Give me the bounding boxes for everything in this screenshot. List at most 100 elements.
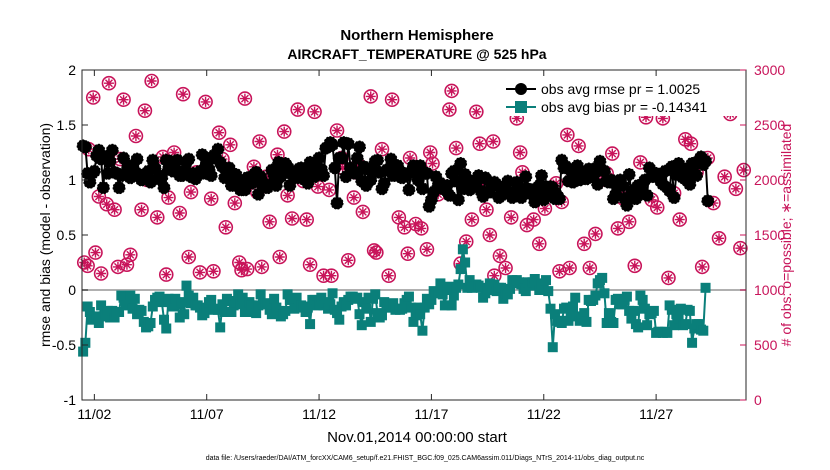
y-axis-left-label: rmse and bias (model - observation) [37, 123, 53, 347]
bias-point [408, 316, 419, 327]
obs-possible-point [414, 221, 429, 236]
legend: obs avg rmse pr = 1.0025 obs avg bias pr… [500, 78, 744, 116]
bias-point [628, 305, 639, 316]
bias-point [698, 325, 709, 336]
x-tick-label: 11/27 [639, 406, 673, 422]
obs-assimilated-point [136, 204, 147, 215]
obs-possible-point [355, 204, 371, 220]
obs-assimilated-point [264, 216, 275, 227]
bias-point [334, 314, 345, 325]
bias-point [581, 316, 592, 327]
y-left-tick-label: -1 [64, 392, 77, 408]
chart-subtitle: AIRCRAFT_TEMPERATURE @ 525 hPa [287, 46, 546, 62]
bias-point [188, 292, 199, 303]
y-left-tick-label: 0.5 [57, 227, 77, 243]
bias-point [662, 327, 673, 338]
obs-assimilated-point [573, 140, 584, 151]
obs-assimilated-point [629, 260, 640, 271]
rmse-point [211, 142, 225, 156]
obs-possible-point [531, 236, 547, 252]
bias-point [181, 280, 192, 291]
bias-point [565, 307, 576, 317]
bias-point [266, 309, 277, 320]
bias-point [597, 272, 608, 283]
obs-possible-point [262, 214, 277, 230]
bias-point [282, 289, 293, 300]
obs-assimilated-point [183, 252, 194, 262]
obs-possible-point [479, 202, 494, 217]
obs-possible-point [206, 263, 221, 279]
bias-point [271, 302, 282, 313]
obs-possible-point [503, 210, 519, 225]
x-axis-ticks: 11/02 11/07 11/12 11/17 11/22 11/27 [77, 70, 673, 422]
obs-possible-point [181, 249, 197, 265]
bias-point [567, 301, 578, 312]
rmse-point [535, 169, 549, 183]
obs-possible-point [172, 205, 188, 221]
legend-bias-marker [515, 101, 527, 113]
obs-assimilated-point [697, 261, 708, 272]
obs-assimilated-point [399, 222, 410, 233]
obs-possible-point [649, 200, 665, 215]
bias-point [370, 289, 381, 300]
bias-point [570, 292, 581, 303]
obs-possible-point [605, 146, 620, 161]
obs-assimilated-point [256, 261, 267, 272]
obs-assimilated-point [488, 136, 499, 147]
y-left-tick-label: 1.5 [57, 117, 77, 133]
obs-possible-point [329, 123, 345, 138]
obs-possible-point [448, 140, 464, 156]
bias-point [475, 282, 486, 293]
y-axis-right-ticks: 0 500 1000 1500 2000 2500 3000 [740, 62, 785, 408]
obs-assimilated-point [444, 104, 455, 115]
bias-point [621, 291, 632, 302]
obs-possible-point [272, 249, 288, 265]
obs-assimilated-point [242, 264, 253, 275]
obs-assimilated-point [287, 213, 298, 224]
obs-assimilated-point [312, 181, 323, 192]
x-tick-label: 11/02 [77, 406, 111, 422]
bias-point [415, 309, 426, 320]
obs-assimilated-point [371, 247, 382, 258]
rmse-point [87, 164, 101, 178]
obs-assimilated-point [735, 243, 746, 254]
bias-point [154, 291, 165, 302]
bias-point [291, 292, 302, 303]
bias-point [543, 286, 554, 297]
obs-assimilated-point [376, 144, 387, 155]
obs-possible-point [419, 242, 435, 257]
obs-possible-point [223, 137, 238, 153]
rmse-point [620, 198, 634, 212]
obs-possible-point [218, 220, 234, 235]
obs-assimilated-point [112, 261, 123, 272]
obs-assimilated-point [82, 260, 93, 271]
bias-point [444, 281, 455, 292]
y-right-tick-label: 2500 [754, 117, 785, 133]
bias-point [693, 319, 704, 330]
obs-assimilated-point [101, 199, 112, 210]
obs-possible-point [158, 267, 174, 282]
obs-assimilated-point [427, 158, 438, 169]
bias-point [96, 300, 107, 311]
obs-assimilated-point [425, 147, 436, 158]
obs-assimilated-point [489, 270, 500, 281]
bias-point [302, 302, 313, 313]
obs-assimilated-point [461, 236, 472, 247]
rmse-point [78, 140, 92, 154]
obs-assimilated-point [254, 136, 265, 147]
legend-rmse-marker [515, 83, 527, 95]
obs-assimilated-point [274, 252, 285, 262]
obs-assimilated-point [194, 267, 205, 278]
rmse-point [402, 183, 416, 197]
obs-assimilated-point [730, 183, 741, 194]
legend-rmse-label: obs avg rmse pr = 1.0025 [541, 81, 700, 97]
obs-assimilated-point [88, 92, 99, 103]
rmse-point [130, 152, 144, 166]
bias-point [251, 308, 262, 319]
bias-point [109, 312, 120, 323]
obs-possible-point [237, 91, 253, 106]
bias-point [612, 293, 623, 304]
bias-point [332, 308, 343, 319]
obs-possible-point [183, 184, 199, 200]
rmse-point [683, 177, 697, 191]
